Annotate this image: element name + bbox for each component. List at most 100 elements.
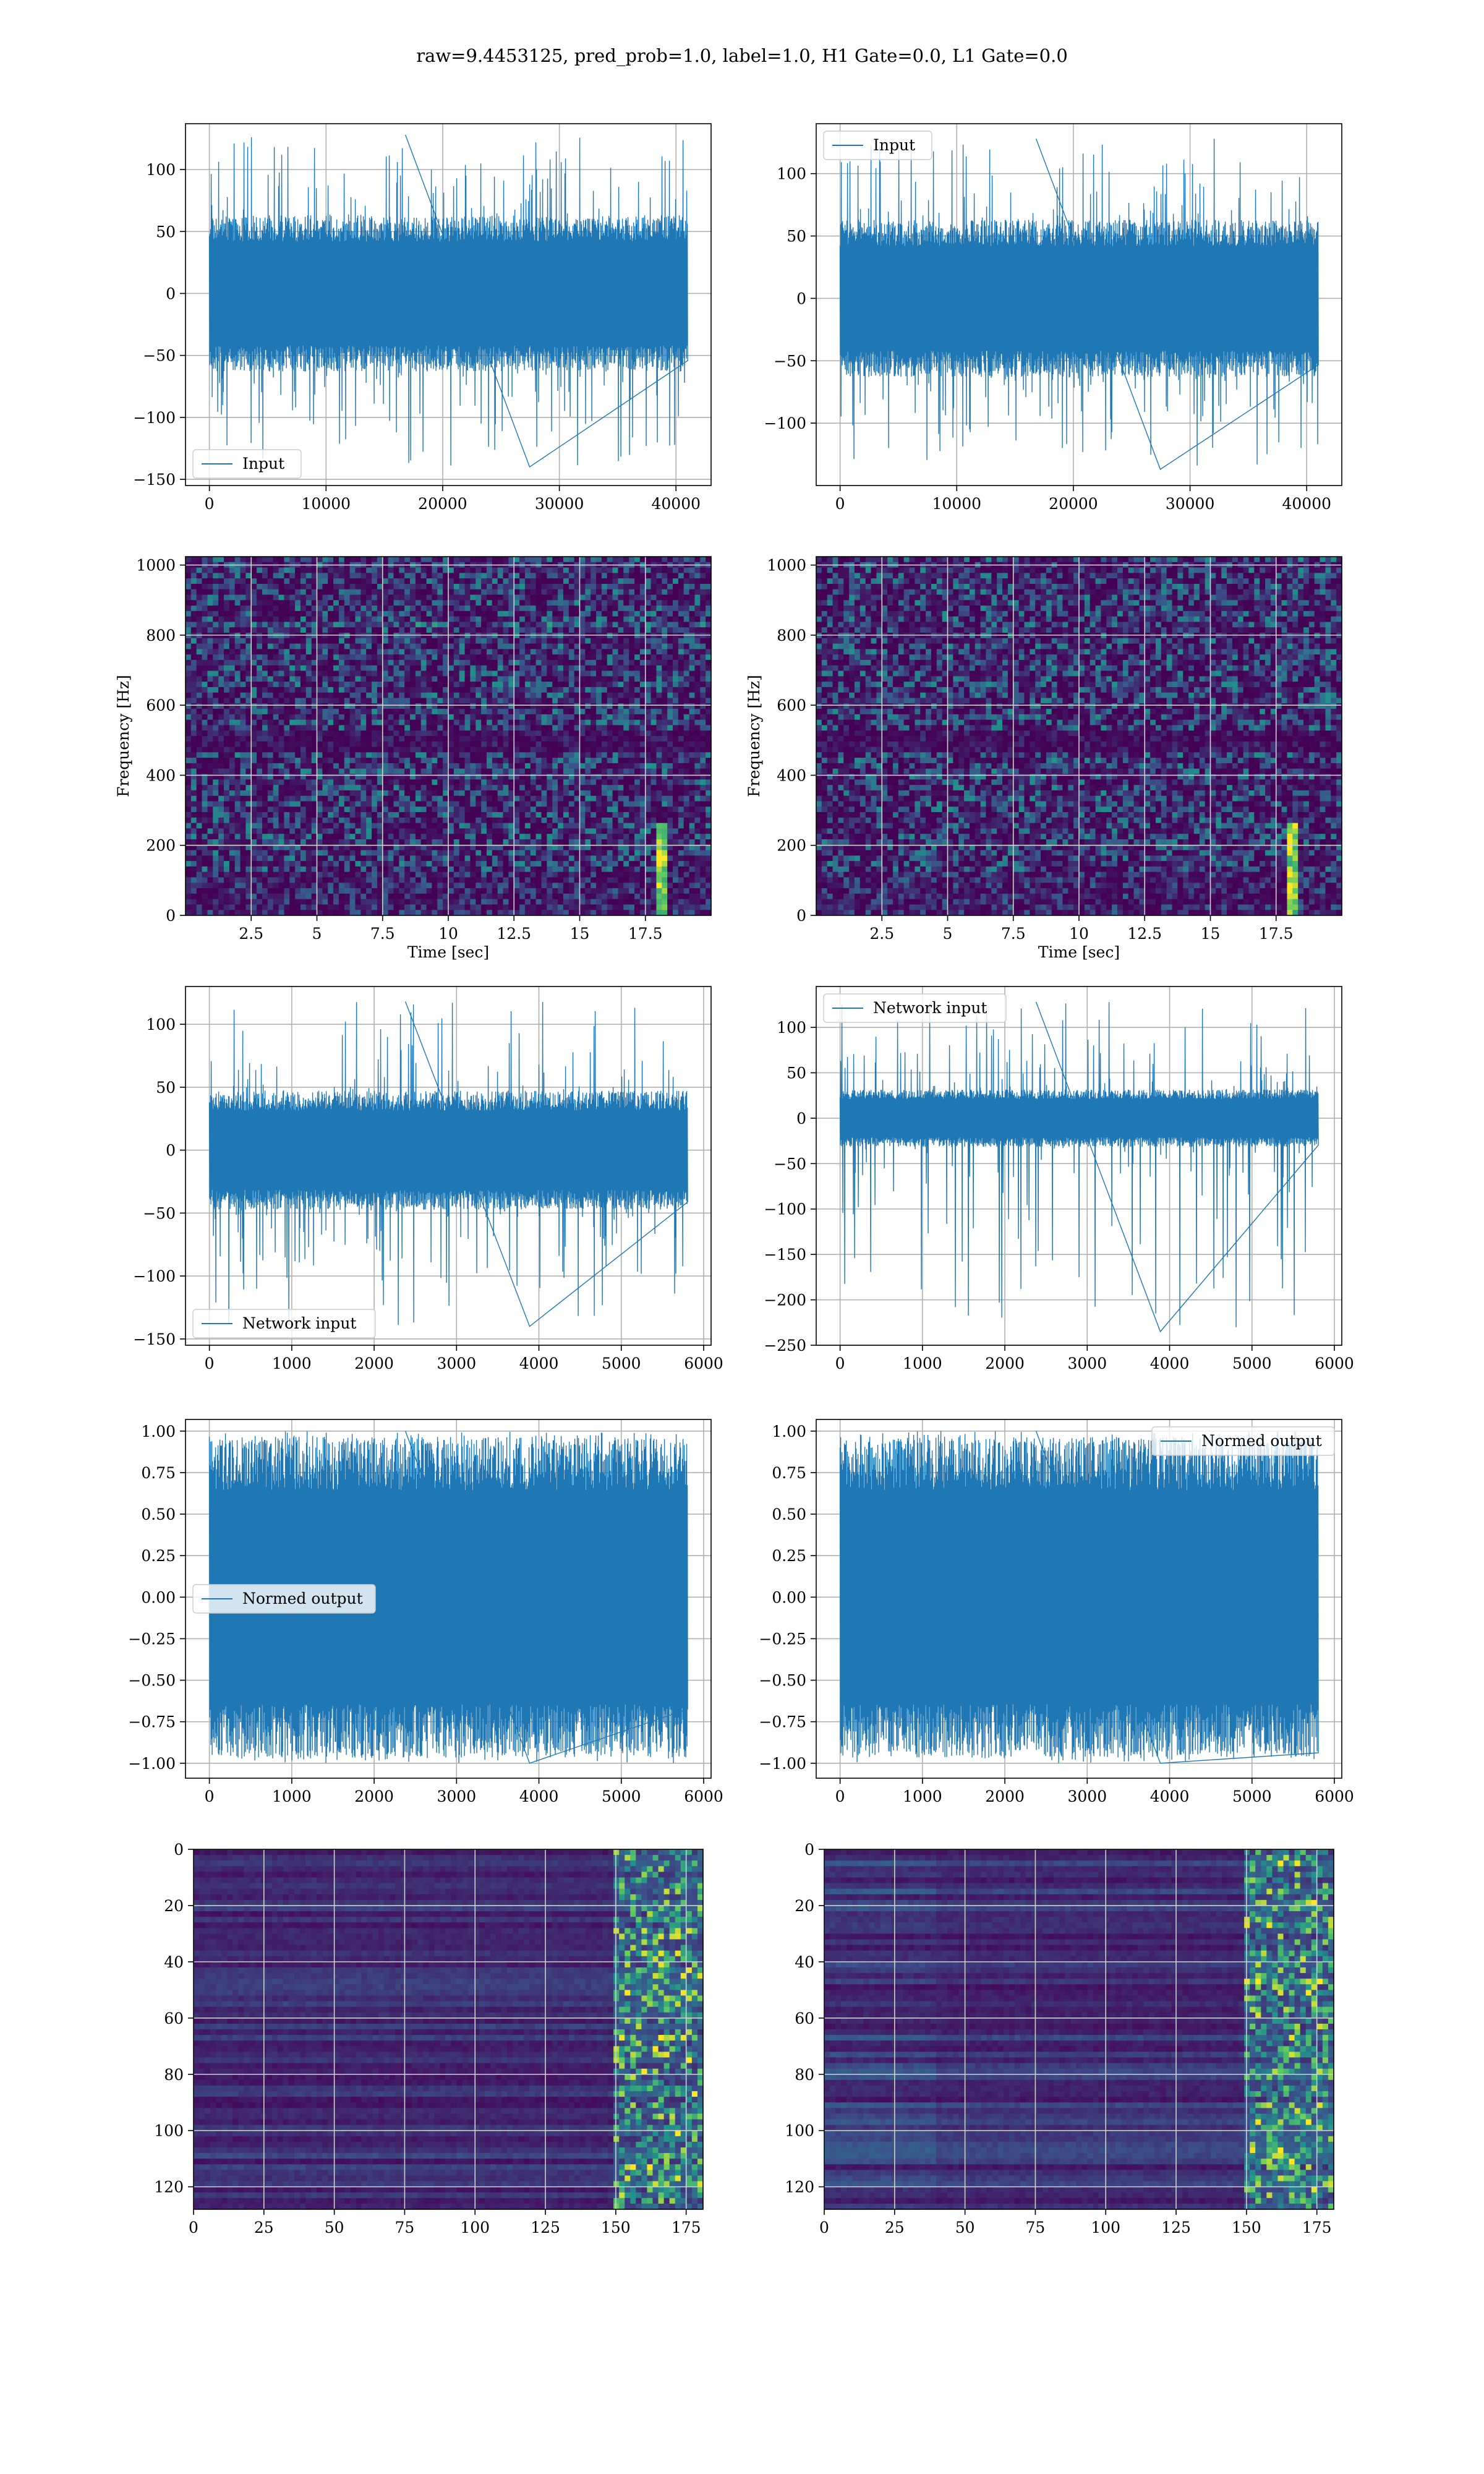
spectrogram-cell — [437, 774, 443, 780]
spectrogram-cell — [459, 567, 466, 573]
spectrogram-cell — [683, 752, 690, 758]
spectrogram-cell — [591, 594, 597, 601]
spectrogram-cell — [530, 747, 537, 753]
spectrogram-cell — [388, 807, 394, 813]
spectrogram-cell — [689, 801, 696, 807]
spectrogram-cell — [623, 633, 629, 639]
spectrogram-cell — [706, 654, 712, 661]
spectrogram-cell — [349, 654, 356, 661]
spectrogram-cell — [639, 779, 646, 785]
spectrogram-cell — [207, 736, 213, 742]
spectrogram-cell — [305, 670, 312, 677]
spectrogram-cell — [492, 638, 498, 644]
spectrogram-cell — [278, 823, 284, 829]
spectrogram-cell — [426, 594, 433, 601]
spectrogram-cell — [464, 610, 471, 617]
spectrogram-cell — [694, 622, 701, 628]
spectrogram-cell — [218, 627, 224, 633]
spectrogram-cell — [426, 823, 433, 829]
spectrogram-cell — [535, 779, 542, 785]
spectrogram-cell — [650, 692, 657, 699]
spectrogram-cell — [497, 795, 504, 802]
spectrogram-cell — [558, 779, 564, 785]
spectrogram-cell — [585, 812, 591, 818]
spectrogram-cell — [257, 687, 263, 693]
spectrogram-cell — [475, 600, 482, 606]
spectrogram-cell — [257, 643, 263, 649]
spectrogram-cell — [519, 807, 526, 813]
spectrogram-cell — [289, 752, 296, 758]
spectrogram-cell — [519, 741, 526, 748]
spectrogram-cell — [475, 659, 482, 666]
spectrogram-cell — [689, 741, 696, 748]
spectrogram-cell — [645, 741, 652, 748]
spectrogram-cell — [514, 665, 520, 672]
spectrogram-cell — [530, 638, 537, 644]
spectrogram-cell — [645, 676, 652, 682]
spectrogram-cell — [508, 801, 514, 807]
spectrogram-cell — [186, 812, 192, 818]
spectrogram-cell — [245, 557, 252, 563]
spectrogram-cell — [355, 600, 361, 606]
spectrogram-cell — [503, 758, 509, 764]
spectrogram-cell — [267, 578, 274, 584]
spectrogram-cell — [284, 557, 290, 563]
spectrogram-cell — [541, 659, 547, 666]
spectrogram-cell — [267, 687, 274, 693]
spectrogram-cell — [366, 736, 372, 742]
spectrogram-cell — [207, 622, 213, 628]
spectrogram-cell — [420, 594, 427, 601]
spectrogram-cell — [656, 654, 662, 661]
spectrogram-cell — [706, 606, 712, 612]
spectrogram-cell — [404, 665, 411, 672]
spectrogram-cell — [223, 606, 230, 612]
spectrogram-cell — [530, 730, 537, 737]
spectrogram-cell — [338, 654, 345, 661]
spectrogram-cell — [262, 828, 268, 834]
spectrogram-cell — [683, 682, 690, 688]
spectrogram-cell — [579, 790, 586, 797]
spectrogram-cell — [196, 643, 203, 649]
spectrogram-cell — [202, 795, 208, 802]
spectrogram-cell — [678, 583, 684, 590]
spectrogram-cell — [700, 622, 706, 628]
spectrogram-cell — [410, 643, 416, 649]
spectrogram-cell — [486, 594, 493, 601]
spectrogram-cell — [420, 752, 427, 758]
spectrogram-cell — [186, 736, 192, 742]
spectrogram-cell — [552, 752, 558, 758]
spectrogram-cell — [448, 741, 454, 748]
spectrogram-cell — [404, 779, 411, 785]
spectrogram-cell — [432, 823, 438, 829]
spectrogram-cell — [218, 583, 224, 590]
spectrogram-cell — [399, 578, 405, 584]
spectrogram-cell — [700, 747, 706, 753]
spectrogram-cell — [415, 557, 422, 563]
spectrogram-cell — [305, 654, 312, 661]
spectrogram-cell — [612, 741, 619, 748]
spectrogram-cell — [300, 692, 307, 699]
spectrogram-cell — [186, 834, 192, 840]
spectrogram-cell — [284, 795, 290, 802]
spectrogram-cell — [393, 665, 399, 672]
x-tick-label: 10000 — [932, 495, 982, 513]
spectrogram-cell — [366, 633, 372, 639]
spectrogram-cell — [251, 643, 257, 649]
spectrogram-cell — [245, 698, 252, 704]
spectrogram-cell — [464, 779, 471, 785]
spectrogram-cell — [623, 665, 629, 672]
spectrogram-cell — [607, 676, 613, 682]
spectrogram-cell — [223, 736, 230, 742]
spectrogram-cell — [355, 594, 361, 601]
spectrogram-cell — [196, 828, 203, 834]
spectrogram-cell — [399, 676, 405, 682]
spectrogram-cell — [453, 709, 460, 715]
spectrogram-cell — [443, 817, 449, 824]
spectrogram-cell — [700, 774, 706, 780]
spectrogram-cell — [426, 649, 433, 655]
spectrogram-cell — [541, 774, 547, 780]
spectrogram-cell — [459, 622, 466, 628]
spectrogram-cell — [481, 622, 487, 628]
spectrogram-cell — [218, 790, 224, 797]
spectrogram-cell — [295, 714, 301, 721]
